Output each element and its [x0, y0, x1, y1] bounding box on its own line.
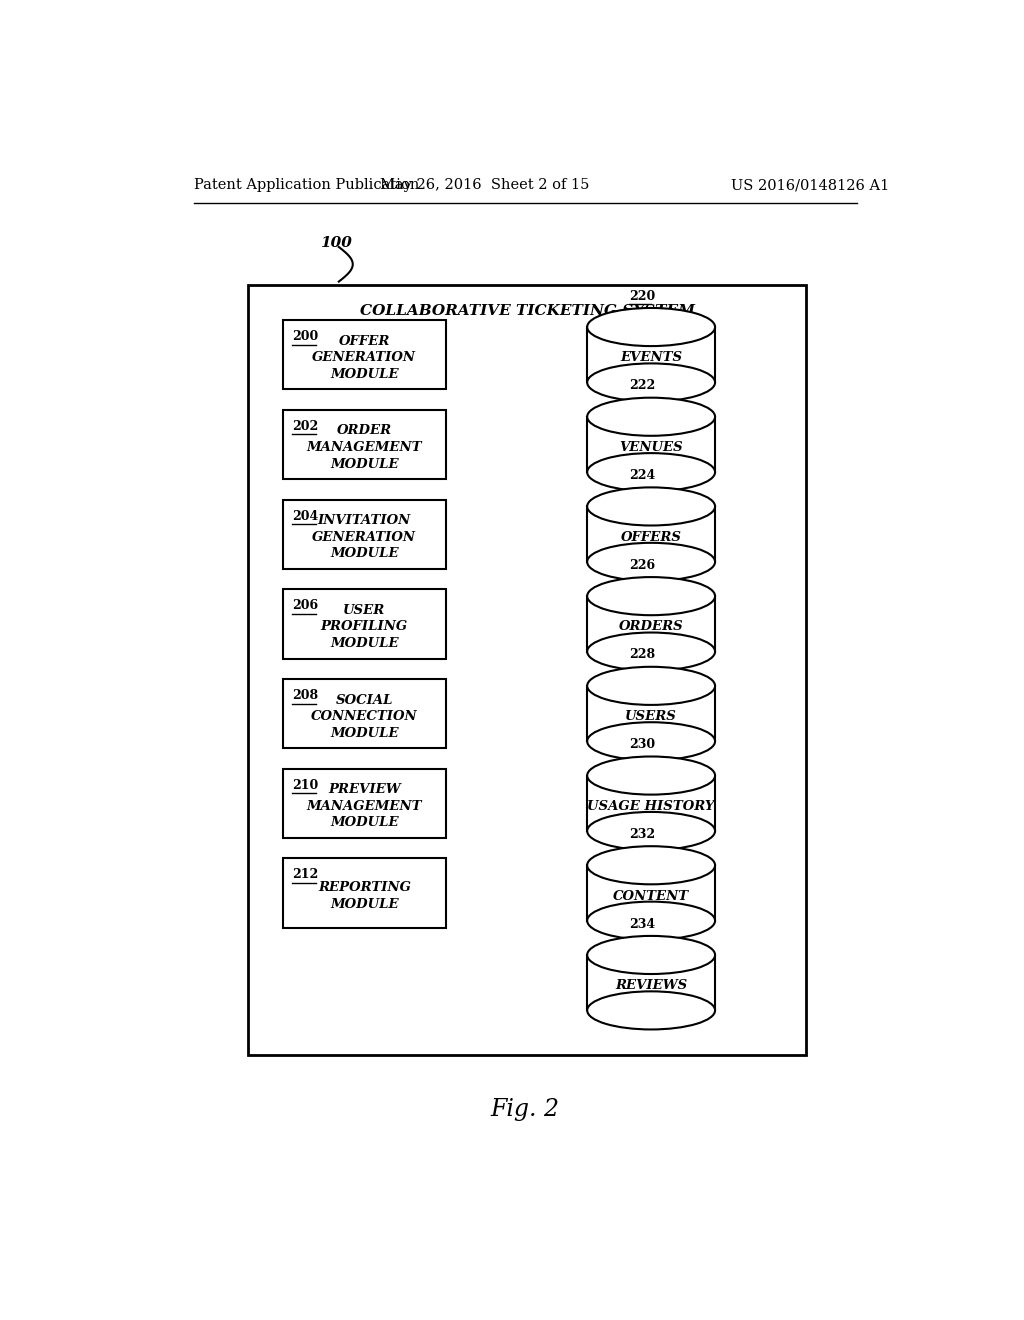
- Text: MODULE: MODULE: [330, 816, 398, 829]
- Text: 212: 212: [292, 869, 318, 882]
- Ellipse shape: [587, 667, 715, 705]
- Text: USAGE HISTORY: USAGE HISTORY: [588, 800, 715, 813]
- Bar: [587, 776, 715, 832]
- Text: 222: 222: [630, 379, 655, 392]
- Text: 210: 210: [292, 779, 318, 792]
- Text: USER: USER: [343, 603, 385, 616]
- FancyBboxPatch shape: [283, 409, 445, 479]
- Text: 224: 224: [630, 469, 655, 482]
- FancyBboxPatch shape: [283, 321, 445, 389]
- Text: 206: 206: [292, 599, 318, 612]
- Text: USERS: USERS: [626, 710, 677, 723]
- Bar: [587, 327, 715, 383]
- Ellipse shape: [587, 543, 715, 581]
- Bar: [587, 417, 715, 473]
- Text: 100: 100: [321, 236, 352, 249]
- Text: OFFERS: OFFERS: [621, 531, 682, 544]
- Bar: [587, 686, 715, 742]
- Text: ORDERS: ORDERS: [618, 620, 683, 634]
- Text: PROFILING: PROFILING: [321, 620, 408, 634]
- Ellipse shape: [587, 812, 715, 850]
- Text: MODULE: MODULE: [330, 458, 398, 471]
- Ellipse shape: [587, 722, 715, 760]
- Ellipse shape: [587, 902, 715, 940]
- FancyBboxPatch shape: [283, 589, 445, 659]
- Text: INVITATION: INVITATION: [317, 515, 411, 527]
- Ellipse shape: [587, 453, 715, 491]
- Text: COLLABORATIVE TICKETING SYSTEM: COLLABORATIVE TICKETING SYSTEM: [359, 304, 694, 318]
- Text: GENERATION: GENERATION: [312, 351, 417, 364]
- Bar: [587, 954, 715, 1010]
- Text: 208: 208: [292, 689, 318, 702]
- Text: MANAGEMENT: MANAGEMENT: [306, 800, 422, 813]
- Text: Patent Application Publication: Patent Application Publication: [194, 178, 419, 193]
- Text: EVENTS: EVENTS: [621, 351, 682, 364]
- Text: US 2016/0148126 A1: US 2016/0148126 A1: [731, 178, 889, 193]
- Bar: [587, 597, 715, 652]
- FancyBboxPatch shape: [283, 858, 445, 928]
- Ellipse shape: [587, 487, 715, 525]
- Text: MODULE: MODULE: [330, 727, 398, 739]
- Ellipse shape: [587, 632, 715, 671]
- Text: 226: 226: [630, 558, 655, 572]
- Text: MODULE: MODULE: [330, 898, 398, 911]
- Ellipse shape: [587, 397, 715, 436]
- Text: MODULE: MODULE: [330, 548, 398, 560]
- Text: PREVIEW: PREVIEW: [328, 783, 400, 796]
- Text: 228: 228: [630, 648, 655, 661]
- Text: 200: 200: [292, 330, 318, 343]
- Text: REVIEWS: REVIEWS: [615, 979, 687, 993]
- FancyBboxPatch shape: [283, 678, 445, 748]
- Text: 232: 232: [630, 828, 655, 841]
- Text: MANAGEMENT: MANAGEMENT: [306, 441, 422, 454]
- Ellipse shape: [587, 846, 715, 884]
- Text: VENUES: VENUES: [620, 441, 683, 454]
- Text: GENERATION: GENERATION: [312, 531, 417, 544]
- Bar: [587, 866, 715, 921]
- Ellipse shape: [587, 756, 715, 795]
- Text: CONNECTION: CONNECTION: [311, 710, 418, 723]
- FancyBboxPatch shape: [283, 499, 445, 569]
- Text: 220: 220: [630, 289, 655, 302]
- Ellipse shape: [587, 363, 715, 401]
- Ellipse shape: [587, 577, 715, 615]
- Text: SOCIAL: SOCIAL: [336, 693, 393, 706]
- Ellipse shape: [587, 936, 715, 974]
- Bar: [587, 507, 715, 562]
- FancyBboxPatch shape: [283, 768, 445, 838]
- Ellipse shape: [587, 308, 715, 346]
- Text: Fig. 2: Fig. 2: [490, 1098, 559, 1121]
- Text: 202: 202: [292, 420, 318, 433]
- Text: 230: 230: [630, 738, 655, 751]
- Text: MODULE: MODULE: [330, 638, 398, 649]
- FancyBboxPatch shape: [248, 285, 806, 1056]
- Text: May 26, 2016  Sheet 2 of 15: May 26, 2016 Sheet 2 of 15: [380, 178, 589, 193]
- Text: ORDER: ORDER: [337, 425, 392, 437]
- Text: OFFER: OFFER: [339, 335, 390, 347]
- Text: REPORTING: REPORTING: [317, 882, 411, 894]
- Text: CONTENT: CONTENT: [613, 890, 689, 903]
- Text: MODULE: MODULE: [330, 368, 398, 381]
- Ellipse shape: [587, 991, 715, 1030]
- Text: 204: 204: [292, 510, 318, 523]
- Text: 234: 234: [630, 917, 655, 931]
